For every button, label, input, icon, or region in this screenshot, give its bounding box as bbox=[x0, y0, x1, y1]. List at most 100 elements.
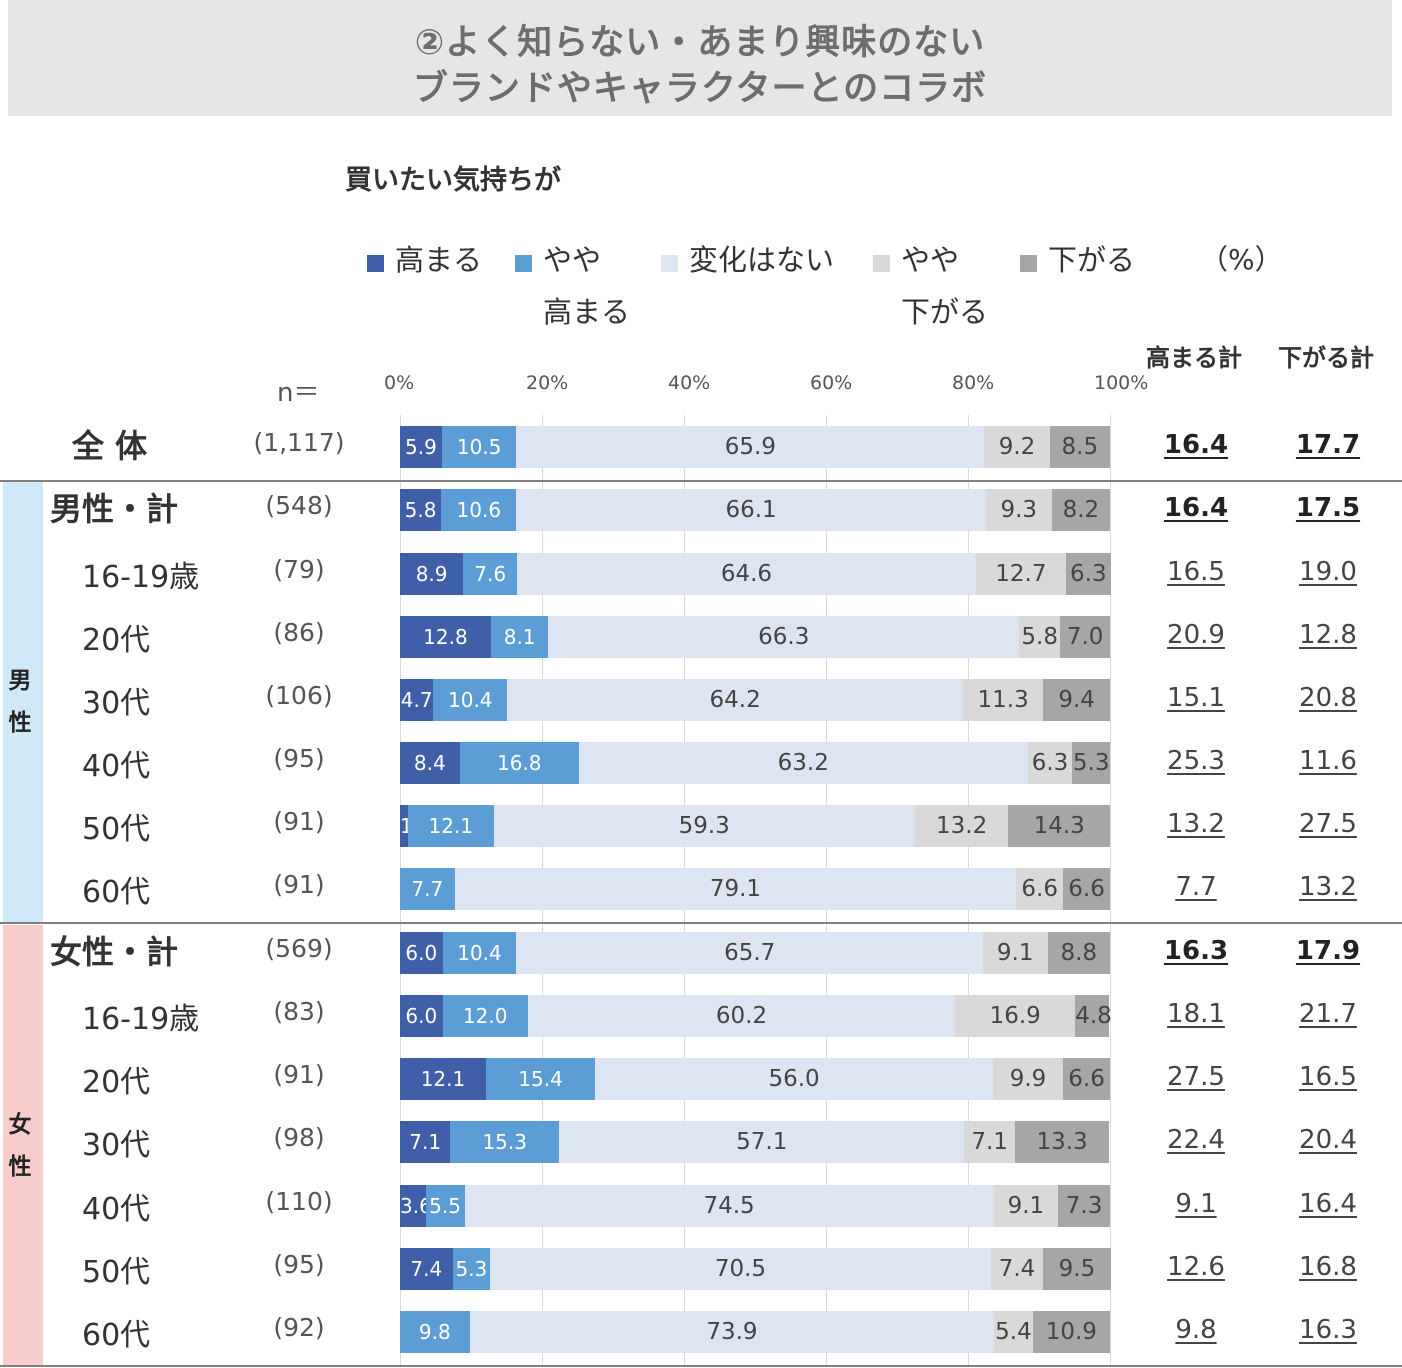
bar-segment-3 bbox=[595, 1058, 993, 1100]
bar-data-label: 7.6 bbox=[474, 562, 507, 586]
bar-segment-2 bbox=[442, 995, 528, 1037]
bar-segment-1 bbox=[400, 1121, 451, 1163]
bar-data-label: 10.4 bbox=[457, 941, 502, 965]
bar-data-label: 7.1 bbox=[409, 1130, 442, 1154]
row-n-value: (91) bbox=[273, 807, 325, 836]
total-down-value: 16.3 bbox=[1299, 1315, 1357, 1345]
bar-data-label: 7.4 bbox=[410, 1257, 443, 1281]
side-group-band bbox=[3, 482, 43, 922]
total-down-value: 20.4 bbox=[1299, 1125, 1357, 1155]
bar-segment-1 bbox=[400, 679, 434, 721]
side-group-band bbox=[3, 925, 43, 1366]
row-n-value: (106) bbox=[265, 681, 333, 710]
bar-data-label: 5.8 bbox=[1021, 624, 1058, 650]
bar-segment-4 bbox=[1027, 742, 1073, 784]
bar-segment-5 bbox=[1008, 805, 1110, 847]
bar-data-label: 6.6 bbox=[1068, 1066, 1105, 1092]
bar-data-label: 8.1 bbox=[503, 625, 536, 649]
total-up-value: 7.7 bbox=[1175, 872, 1217, 902]
x-tick-label: 0% bbox=[384, 372, 415, 394]
total-up-value: 9.8 bbox=[1175, 1315, 1217, 1345]
row-n-value: (91) bbox=[273, 870, 325, 899]
unit-label: （%） bbox=[1200, 243, 1283, 276]
bar-data-label: 6.6 bbox=[1068, 876, 1105, 902]
total-up-value: 12.6 bbox=[1167, 1252, 1225, 1282]
bar-segment-4 bbox=[993, 1185, 1059, 1227]
bar-data-label: 8.4 bbox=[413, 751, 446, 775]
total-down-value: 17.7 bbox=[1295, 430, 1361, 460]
bar-segment-4 bbox=[914, 805, 1009, 847]
bar-segment-1 bbox=[400, 742, 460, 784]
row-n-value: (91) bbox=[273, 1060, 325, 1089]
bar-segment-2 bbox=[425, 1185, 465, 1227]
bar-segment-1 bbox=[400, 1058, 486, 1100]
bar-data-label: 12.8 bbox=[423, 625, 468, 649]
bar-segment-2 bbox=[452, 1248, 491, 1290]
total-up-value: 15.1 bbox=[1167, 683, 1225, 713]
bar-data-label: 5.9 bbox=[405, 435, 437, 459]
bar-segment-1 bbox=[400, 1248, 453, 1290]
legend-swatch bbox=[873, 255, 890, 272]
bar-data-label: 15.3 bbox=[482, 1130, 527, 1154]
bar-segment-5 bbox=[1072, 742, 1110, 784]
total-down-value: 17.9 bbox=[1295, 936, 1361, 966]
row-label: 20代 bbox=[82, 1065, 151, 1100]
bar-data-label: 7.1 bbox=[971, 1129, 1008, 1155]
side-group-label: 男 bbox=[8, 668, 32, 694]
row-label: 全 体 bbox=[72, 427, 148, 465]
total-down-value: 16.8 bbox=[1299, 1252, 1357, 1282]
bar-segment-5 bbox=[1065, 553, 1111, 595]
bar-data-label: 4.8 bbox=[1075, 1003, 1112, 1029]
total-down-value: 27.5 bbox=[1299, 809, 1357, 839]
bar-data-label: 12.0 bbox=[462, 1004, 508, 1028]
bar-segment-5 bbox=[1032, 1311, 1110, 1353]
bar-segment-1 bbox=[400, 932, 443, 974]
gridline bbox=[1110, 415, 1111, 1365]
total-down-value: 20.8 bbox=[1299, 683, 1357, 713]
total-down-value: 16.5 bbox=[1299, 1062, 1357, 1092]
x-tick-label: 100% bbox=[1094, 372, 1149, 394]
bar-segment-3 bbox=[464, 1185, 994, 1227]
bar-data-label: 70.5 bbox=[714, 1256, 767, 1282]
bar-segment-4 bbox=[994, 1311, 1033, 1353]
row-n-value: (569) bbox=[265, 934, 333, 963]
bar-segment-1 bbox=[400, 616, 491, 658]
bar-segment-4 bbox=[990, 1248, 1044, 1290]
bar-segment-5 bbox=[1047, 932, 1110, 974]
bar-segment-3 bbox=[578, 742, 1028, 784]
row-n-value: (548) bbox=[265, 491, 333, 520]
bar-segment-1 bbox=[400, 553, 464, 595]
bar-segment-1 bbox=[400, 1185, 426, 1227]
row-n-value: (79) bbox=[273, 555, 325, 584]
row-label: 60代 bbox=[82, 875, 151, 910]
total-down-value: 12.8 bbox=[1299, 620, 1357, 650]
bar-data-label: 59.3 bbox=[678, 813, 730, 839]
legend-label: やや 高まる bbox=[543, 243, 631, 329]
row-label: 16-19歳 bbox=[82, 1002, 200, 1037]
bar-data-label: 7.4 bbox=[998, 1256, 1036, 1282]
bar-data-label: 13.2 bbox=[936, 813, 988, 839]
bar-data-label: 7.3 bbox=[1065, 1193, 1103, 1219]
row-label: 30代 bbox=[82, 686, 151, 721]
separator bbox=[0, 922, 1402, 924]
bar-data-label: 11.3 bbox=[977, 687, 1029, 713]
row-label: 16-19歳 bbox=[82, 560, 200, 595]
legend-swatch bbox=[1020, 255, 1037, 272]
row-n-value: (83) bbox=[273, 997, 325, 1026]
bar-data-label: 12.1 bbox=[420, 1067, 466, 1091]
bar-segment-1 bbox=[400, 426, 442, 468]
bar-data-label: 8.5 bbox=[1061, 434, 1099, 460]
bar-data-label: 79.1 bbox=[709, 876, 762, 902]
bar-data-label: 6.3 bbox=[1031, 750, 1069, 776]
bar-segment-3 bbox=[527, 995, 956, 1037]
bar-data-label: 74.5 bbox=[703, 1193, 755, 1219]
bar-segment-5 bbox=[1075, 995, 1110, 1037]
x-tick-label: 20% bbox=[526, 372, 569, 394]
bar-segment-3 bbox=[507, 679, 964, 721]
bar-segment-2 bbox=[400, 868, 455, 910]
bar-data-label: 57.1 bbox=[736, 1129, 788, 1155]
total-up-value: 16.5 bbox=[1167, 557, 1225, 587]
bar-data-label: 4.7 bbox=[400, 688, 433, 712]
bar-segment-4 bbox=[963, 679, 1044, 721]
bar-segment-2 bbox=[441, 426, 517, 468]
